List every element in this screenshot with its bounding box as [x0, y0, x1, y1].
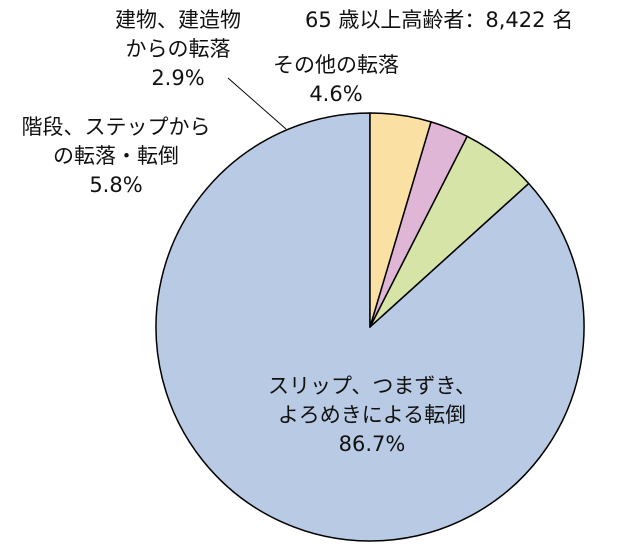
slice-value-label: 4.6%	[309, 82, 363, 106]
slice-label-line: スリップ、つまずき、	[268, 374, 476, 398]
slice-value-label: 5.8%	[89, 173, 143, 197]
slice-value-label: 86.7%	[338, 432, 406, 456]
pie-slice-other-falls	[369, 112, 432, 328]
pie-slice-slip-trip	[155, 112, 585, 542]
slice-label-line: からの転落	[125, 37, 231, 61]
slice-label-line: その他の転落	[273, 53, 399, 77]
slice-value-label: 2.9%	[151, 66, 205, 90]
slice-label-line: 建物、建造物	[115, 8, 241, 32]
slice-label-line: 階段、ステップから	[21, 115, 211, 139]
slice-label-slip-trip: スリップ、つまずき、 よろめきによる転倒 86.7%	[244, 372, 500, 459]
slice-label-other-falls: その他の転落 4.6%	[262, 51, 410, 109]
leader-line-buildings	[227, 77, 287, 130]
sample-note: 65 歳以上高齢者：8,422 名	[305, 8, 574, 32]
slice-label-line: よろめきによる転倒	[277, 403, 467, 427]
slice-label-buildings: 建物、建造物 からの転落 2.9%	[104, 6, 252, 93]
slice-label-stairs: 階段、ステップから の転落・転倒 5.8%	[0, 113, 232, 200]
slice-label-line: の転落・転倒	[53, 144, 179, 168]
